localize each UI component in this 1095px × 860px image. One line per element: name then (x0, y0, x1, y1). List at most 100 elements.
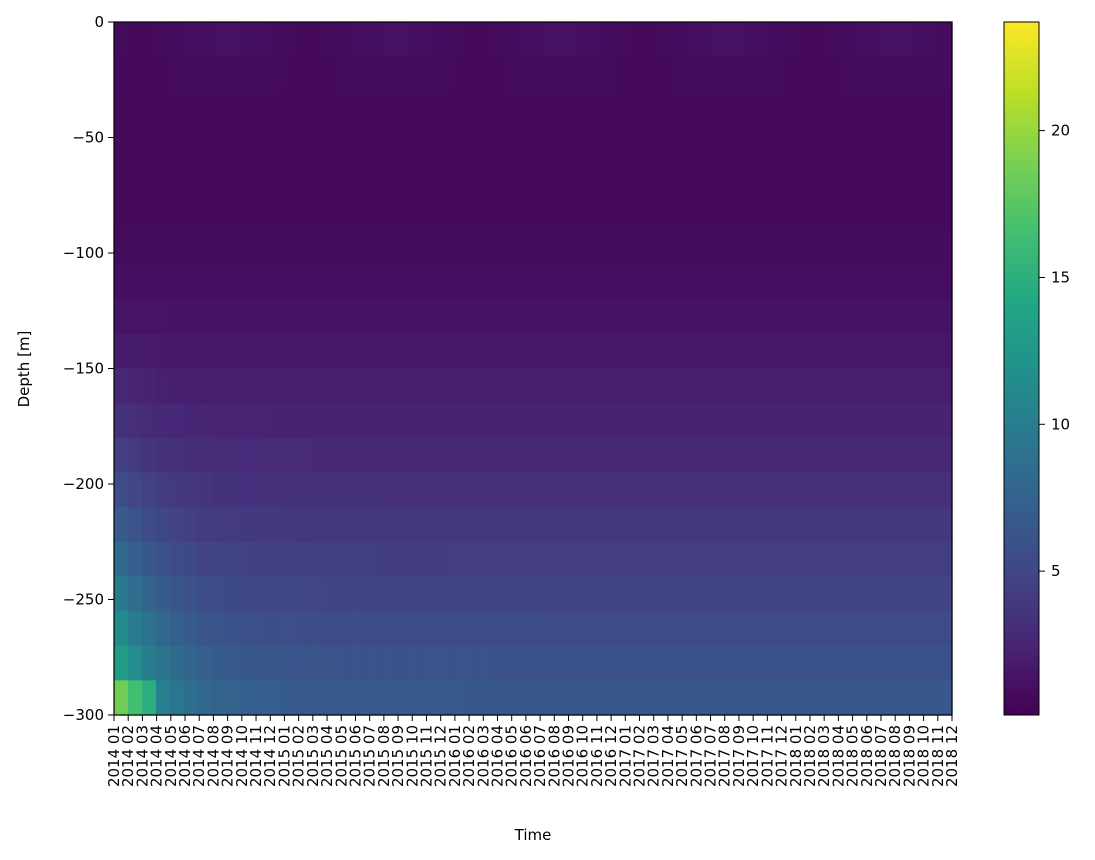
heatmap-cell (756, 22, 772, 58)
heatmap-cell (798, 333, 813, 370)
heatmap-cell (700, 91, 716, 127)
heatmap-cell (211, 195, 227, 231)
heatmap-cell (588, 645, 604, 681)
heatmap-cell (854, 195, 869, 231)
heatmap-cell (714, 91, 730, 127)
heatmap-cell (910, 229, 925, 266)
heatmap-cell (211, 437, 227, 474)
heatmap-cell (225, 22, 241, 58)
heatmap-cell (882, 541, 897, 577)
heatmap-cell (309, 299, 325, 335)
heatmap-cell (449, 472, 464, 508)
heatmap-cell (938, 680, 953, 716)
heatmap-cell (574, 437, 590, 474)
heatmap-cell (435, 160, 450, 196)
x-tick-label: 2018 05 (844, 725, 862, 787)
heatmap-cell (714, 264, 730, 300)
heatmap-cell (770, 472, 785, 508)
heatmap-cell (281, 160, 297, 196)
heatmap-cell (672, 22, 688, 58)
heatmap-cell (602, 472, 618, 508)
heatmap-cell (784, 368, 799, 404)
heatmap-cell (924, 541, 939, 577)
heatmap-cell (407, 680, 422, 716)
heatmap-cell (672, 56, 688, 92)
heatmap-cell (449, 541, 464, 577)
heatmap-cell (421, 299, 436, 335)
heatmap-cell (784, 507, 799, 543)
heatmap-cell (658, 56, 674, 92)
heatmap-cell (742, 611, 758, 647)
heatmap-cell (393, 22, 408, 58)
heatmap-cell (882, 611, 897, 647)
heatmap-cell (295, 333, 311, 370)
heatmap-cell (756, 541, 772, 577)
heatmap-cell (183, 368, 199, 404)
heatmap-cell (910, 437, 925, 474)
heatmap-cell (267, 22, 283, 58)
heatmap-cell (351, 299, 366, 335)
heatmap-cell (602, 333, 618, 370)
heatmap-cell (854, 472, 869, 508)
heatmap-cell (281, 472, 297, 508)
y-tick-label: −100 (63, 244, 104, 262)
heatmap-cell (253, 22, 269, 58)
heatmap-cell (169, 56, 185, 92)
heatmap-cell (393, 472, 408, 508)
heatmap-cell (756, 299, 772, 335)
heatmap-cell (868, 437, 883, 474)
heatmap-cell (267, 125, 283, 162)
heatmap-cell (323, 125, 339, 162)
heatmap-cell (309, 403, 325, 439)
heatmap-cell (337, 333, 353, 370)
heatmap-cell (672, 576, 688, 612)
heatmap-cell (197, 472, 213, 508)
heatmap-cell (141, 125, 157, 162)
x-tick-label: 2018 02 (801, 725, 819, 787)
heatmap-cell (239, 368, 255, 404)
heatmap-cell (393, 611, 408, 647)
heatmap-cell (938, 125, 953, 162)
heatmap-cell (630, 368, 646, 404)
heatmap-cell (281, 576, 297, 612)
heatmap-cell (882, 56, 897, 92)
heatmap-cell (630, 195, 646, 231)
heatmap-cell (742, 368, 758, 404)
heatmap-cell (114, 195, 129, 231)
heatmap-cell (910, 195, 925, 231)
heatmap-cell (141, 160, 157, 196)
heatmap-cell (155, 576, 171, 612)
heatmap-cell (393, 125, 408, 162)
heatmap-cell (882, 91, 897, 127)
heatmap-cell (700, 160, 716, 196)
heatmap-cell (728, 160, 744, 196)
heatmap-cell (519, 299, 534, 335)
heatmap-cell (421, 576, 436, 612)
heatmap-cell (728, 403, 744, 439)
heatmap-cell (658, 264, 674, 300)
heatmap-cell (169, 160, 185, 196)
heatmap-cell (407, 91, 422, 127)
heatmap-cell (477, 125, 492, 162)
heatmap-cell (323, 645, 339, 681)
heatmap-cell (183, 264, 199, 300)
heatmap-cell (560, 507, 576, 543)
heatmap-cell (826, 507, 841, 543)
heatmap-cell (672, 645, 688, 681)
heatmap-cell (155, 229, 171, 266)
heatmap-cell (588, 299, 604, 335)
heatmap-cell (267, 368, 283, 404)
heatmap-cell (323, 611, 339, 647)
x-tick-label: 2018 09 (900, 725, 918, 787)
heatmap-cell (449, 264, 464, 300)
heatmap-cell (365, 437, 380, 474)
heatmap-cell (365, 368, 380, 404)
heatmap-cell (868, 611, 883, 647)
heatmap-cell (840, 264, 855, 300)
heatmap-cell (924, 264, 939, 300)
heatmap-cell (533, 195, 548, 231)
heatmap-cell (546, 299, 562, 335)
heatmap-cell (602, 22, 618, 58)
heatmap-cell (882, 22, 897, 58)
heatmap-cell (449, 368, 464, 404)
